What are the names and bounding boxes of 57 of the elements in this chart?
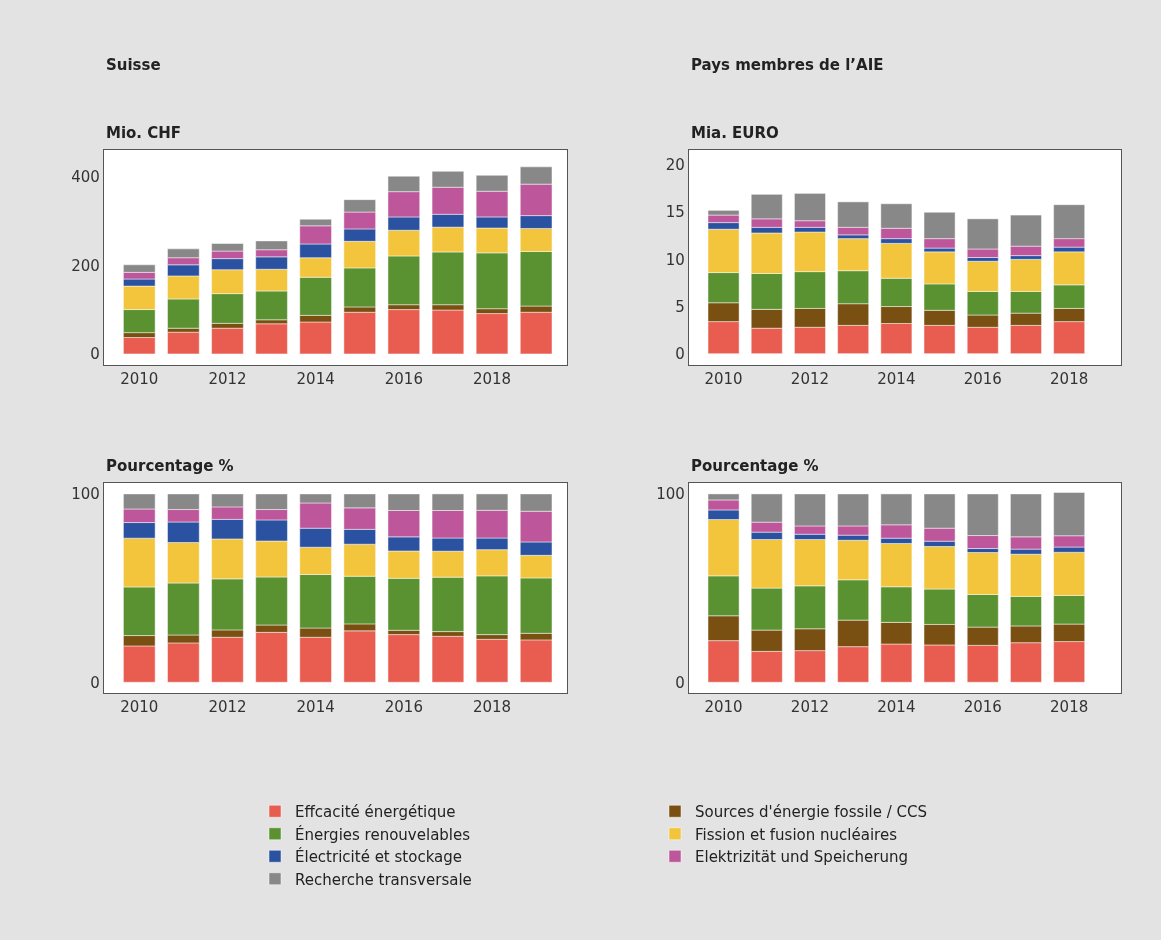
y-axis-title: Mia. EURO [691, 124, 779, 142]
y-tick-label: 400 [71, 167, 100, 186]
y-tick-label: 5 [675, 297, 685, 316]
y-tick-label: 20 [665, 156, 685, 175]
y-tick-label: 0 [90, 345, 100, 364]
x-tick-label: 2016 [963, 370, 1002, 389]
y-tick-label: 0 [675, 344, 685, 363]
bar [255, 323, 288, 355]
legend-label: Fission et fusion nucléaires [695, 825, 898, 844]
y-tick-label: 200 [71, 256, 100, 275]
legend-label: Sources d'énergie fossile / CCS [695, 803, 928, 822]
x-tick-label: 2018 [1050, 370, 1089, 389]
x-tick-label: 2014 [877, 698, 916, 717]
bar [343, 311, 377, 355]
chart-title: Pays membres de l’AIE [691, 56, 884, 74]
legend-label: Effcacité énergétique [295, 803, 456, 822]
x-tick-label: 2012 [208, 370, 247, 389]
legend-label: Elektrizität und Speicherung [695, 848, 908, 867]
x-tick-label: 2018 [472, 698, 512, 717]
y-tick-label: 0 [90, 673, 100, 692]
x-tick-label: 2016 [963, 698, 1002, 717]
bar [475, 638, 509, 683]
x-tick-label: 2010 [120, 370, 159, 389]
x-tick-label: 2014 [296, 370, 335, 389]
legend-label: Énergies renouvelables [295, 824, 471, 844]
x-tick-label: 2012 [790, 370, 830, 389]
x-tick-label: 2010 [704, 698, 743, 717]
bar [387, 634, 421, 683]
x-tick-label: 2010 [120, 698, 159, 717]
bar [167, 331, 200, 355]
x-tick-label: 2016 [384, 698, 423, 717]
bar [431, 635, 465, 683]
y-tick-label: 15 [665, 203, 685, 222]
x-tick-label: 2010 [704, 370, 743, 389]
x-tick-label: 2018 [1050, 698, 1089, 717]
bar [475, 313, 509, 355]
y-tick-label: 10 [665, 250, 685, 269]
bar [123, 337, 156, 355]
bar [211, 327, 244, 355]
y-tick-label: 100 [656, 485, 685, 504]
legend-label: Recherche transversale [295, 870, 472, 889]
bar [519, 311, 553, 355]
x-tick-label: 2014 [877, 370, 916, 389]
y-axis-title: Mio. CHF [106, 124, 182, 142]
bar [431, 309, 465, 355]
x-tick-label: 2012 [790, 698, 830, 717]
legend-label: Électricité et stockage [295, 847, 462, 867]
y-tick-label: 0 [675, 673, 685, 692]
x-tick-label: 2016 [384, 370, 423, 389]
bar [387, 309, 421, 355]
x-tick-label: 2012 [208, 698, 247, 717]
chart-title: Suisse [106, 56, 161, 74]
x-tick-label: 2014 [296, 698, 335, 717]
x-tick-label: 2018 [472, 370, 512, 389]
y-axis-title: Pourcentage % [691, 457, 819, 475]
y-axis-title: Pourcentage % [106, 457, 234, 475]
y-tick-label: 100 [71, 485, 100, 504]
